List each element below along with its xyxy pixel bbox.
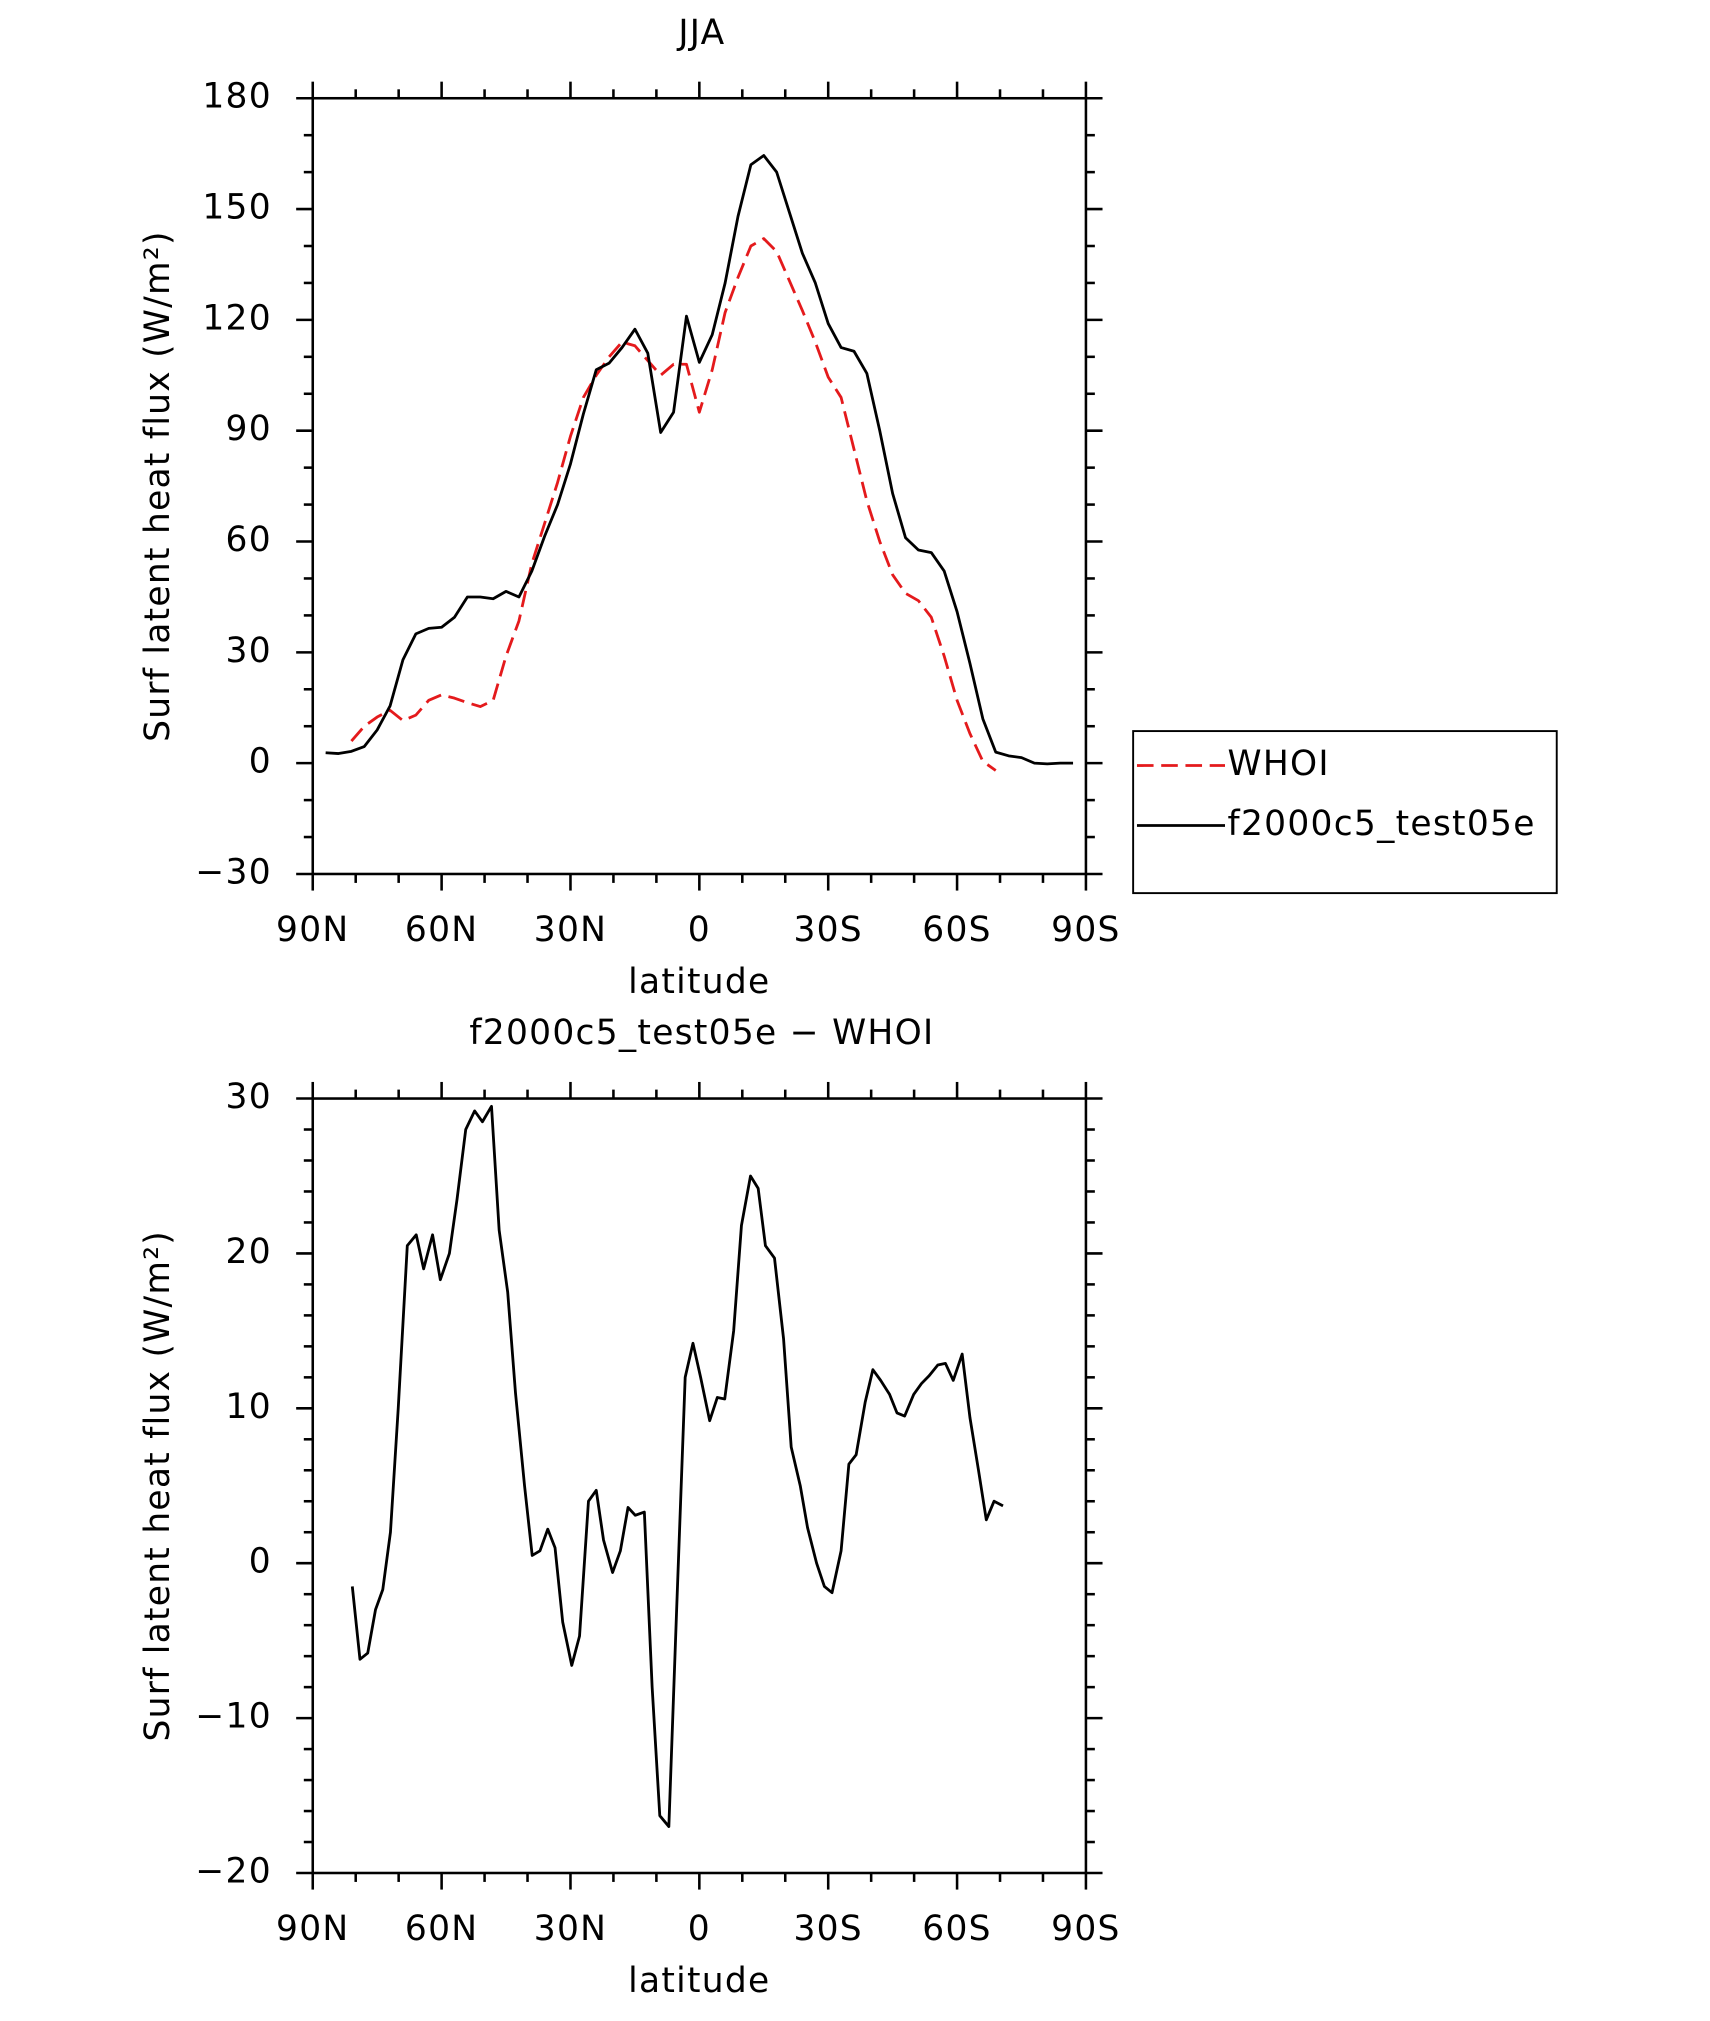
- legend-label: f2000c5_test05e: [1228, 804, 1536, 844]
- x-tick-label: 60S: [922, 910, 992, 950]
- y-tick-label: −20: [195, 1851, 272, 1891]
- plot-frame: [311, 96, 1088, 876]
- x-tick-label: 30S: [793, 910, 863, 950]
- x-tick-label: 30S: [793, 1909, 863, 1949]
- data-line: [350, 237, 997, 772]
- y-tick-label: 0: [249, 742, 272, 782]
- y-tick-label: 60: [226, 520, 272, 560]
- x-tick-label: 60N: [405, 910, 478, 950]
- x-tick-label: 90N: [276, 910, 349, 950]
- x-tick-label: 30N: [534, 1909, 607, 1949]
- y-tick-label: 30: [226, 631, 272, 671]
- x-tick-label: 60N: [405, 1909, 478, 1949]
- data-line: [350, 1104, 1004, 1828]
- x-tick-label: 90S: [1051, 1909, 1121, 1949]
- y-tick-label: −10: [195, 1697, 272, 1737]
- y-tick-label: 30: [226, 1077, 272, 1117]
- chart-title: f2000c5_test05e − WHOI: [469, 1013, 934, 1053]
- x-tick-label: 90N: [276, 1909, 349, 1949]
- x-tick-label: 0: [688, 910, 711, 950]
- y-tick-label: 10: [226, 1387, 272, 1427]
- plot-frame: [311, 1097, 1088, 1875]
- chart-title: JJA: [676, 13, 725, 53]
- y-axis-label: Surf latent heat flux (W/m²): [138, 1230, 178, 1742]
- x-axis-label: latitude: [628, 962, 770, 1002]
- y-axis-label: Surf latent heat flux (W/m²): [138, 230, 178, 742]
- x-tick-label: 30N: [534, 910, 607, 950]
- y-tick-label: 120: [202, 298, 272, 338]
- x-tick-label: 90S: [1051, 910, 1121, 950]
- y-tick-label: 90: [226, 409, 272, 449]
- y-tick-label: 0: [249, 1542, 272, 1582]
- x-tick-label: 0: [688, 1909, 711, 1949]
- y-tick-label: 180: [202, 77, 272, 117]
- legend-box: [1132, 730, 1558, 895]
- x-axis-label: latitude: [628, 1961, 770, 2001]
- y-tick-label: −30: [195, 852, 272, 892]
- x-tick-label: 60S: [922, 1909, 992, 1949]
- data-line: [325, 154, 1074, 766]
- legend-label: WHOI: [1228, 744, 1330, 784]
- y-tick-label: 20: [226, 1232, 272, 1272]
- y-tick-label: 150: [202, 188, 272, 228]
